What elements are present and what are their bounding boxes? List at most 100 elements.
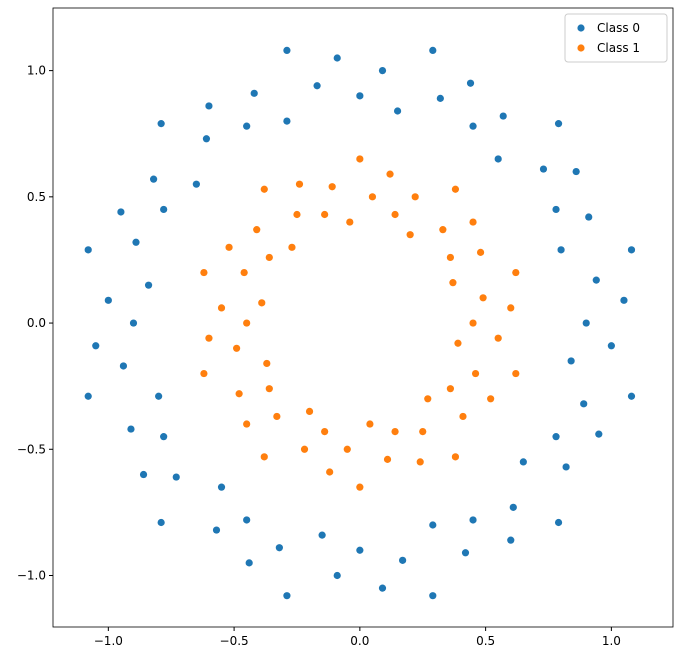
point <box>283 117 291 125</box>
point <box>160 205 168 214</box>
point <box>446 253 455 262</box>
point <box>595 430 603 438</box>
point <box>265 385 273 393</box>
point <box>562 463 570 471</box>
point <box>253 226 261 234</box>
point <box>321 210 329 219</box>
point <box>512 268 520 277</box>
point <box>469 516 477 524</box>
point <box>572 167 580 176</box>
point <box>150 175 158 183</box>
point <box>283 592 291 600</box>
point <box>471 369 480 378</box>
point <box>461 549 470 557</box>
point <box>507 304 515 312</box>
point <box>368 193 377 201</box>
point <box>449 279 457 287</box>
point <box>258 299 266 307</box>
point <box>479 294 487 302</box>
point <box>157 518 165 527</box>
point <box>391 210 399 219</box>
point <box>620 296 628 304</box>
point <box>243 516 251 524</box>
point <box>416 458 424 466</box>
point <box>378 67 387 75</box>
point <box>283 46 291 55</box>
point <box>552 205 560 214</box>
point <box>275 544 283 552</box>
point <box>567 357 575 365</box>
point <box>366 420 374 428</box>
y-tick-label: −0.5 <box>17 442 46 456</box>
point <box>582 319 590 327</box>
point <box>200 369 208 378</box>
y-tick-label: 0.0 <box>27 316 46 330</box>
point <box>293 210 301 219</box>
point <box>84 246 92 254</box>
point <box>212 526 221 534</box>
point <box>554 518 563 527</box>
point <box>439 226 447 234</box>
points <box>84 46 636 600</box>
point <box>494 155 502 163</box>
point <box>346 218 354 226</box>
point <box>429 46 437 55</box>
x-tick-label: 1.0 <box>602 634 621 648</box>
x-tick-label: −1.0 <box>94 634 123 648</box>
point <box>84 392 92 400</box>
point <box>333 54 341 62</box>
point <box>494 334 502 342</box>
point <box>509 503 517 511</box>
point <box>313 82 321 90</box>
point <box>356 483 364 491</box>
point <box>507 536 515 544</box>
point <box>592 276 600 284</box>
legend-label: Class 1 <box>597 41 640 55</box>
point <box>451 185 460 193</box>
point <box>260 185 268 193</box>
point <box>356 155 364 163</box>
point <box>406 231 414 239</box>
point <box>117 208 125 216</box>
point <box>328 183 336 191</box>
point <box>469 218 477 226</box>
point <box>454 339 462 347</box>
point <box>627 392 636 400</box>
point <box>487 395 495 403</box>
x-tick-label: 0.5 <box>476 634 495 648</box>
point <box>205 334 213 342</box>
point <box>155 392 163 400</box>
point <box>260 453 268 461</box>
point <box>288 243 296 251</box>
point <box>250 89 258 97</box>
plot-frame <box>52 7 674 628</box>
legend-box <box>564 13 668 63</box>
point <box>217 304 226 312</box>
point <box>300 445 309 453</box>
point <box>157 120 165 128</box>
y-tick-label: −1.0 <box>17 569 46 583</box>
point <box>92 342 100 350</box>
point <box>429 521 437 529</box>
point <box>469 319 477 327</box>
y-tick-label: 0.5 <box>27 190 46 204</box>
point <box>172 473 180 481</box>
point <box>557 246 565 254</box>
point <box>139 470 148 479</box>
point <box>393 107 402 115</box>
point <box>119 362 128 370</box>
point <box>424 395 432 403</box>
point <box>356 92 364 100</box>
point <box>539 165 548 173</box>
point <box>419 428 427 436</box>
point <box>243 122 251 130</box>
y-tick-label: 1.0 <box>27 64 46 78</box>
legend-marker <box>577 44 585 52</box>
point <box>580 400 588 408</box>
point <box>459 412 467 421</box>
point <box>240 268 248 277</box>
legend-label: Class 0 <box>597 21 640 35</box>
point <box>429 592 437 600</box>
point <box>378 584 387 592</box>
point <box>295 180 304 188</box>
